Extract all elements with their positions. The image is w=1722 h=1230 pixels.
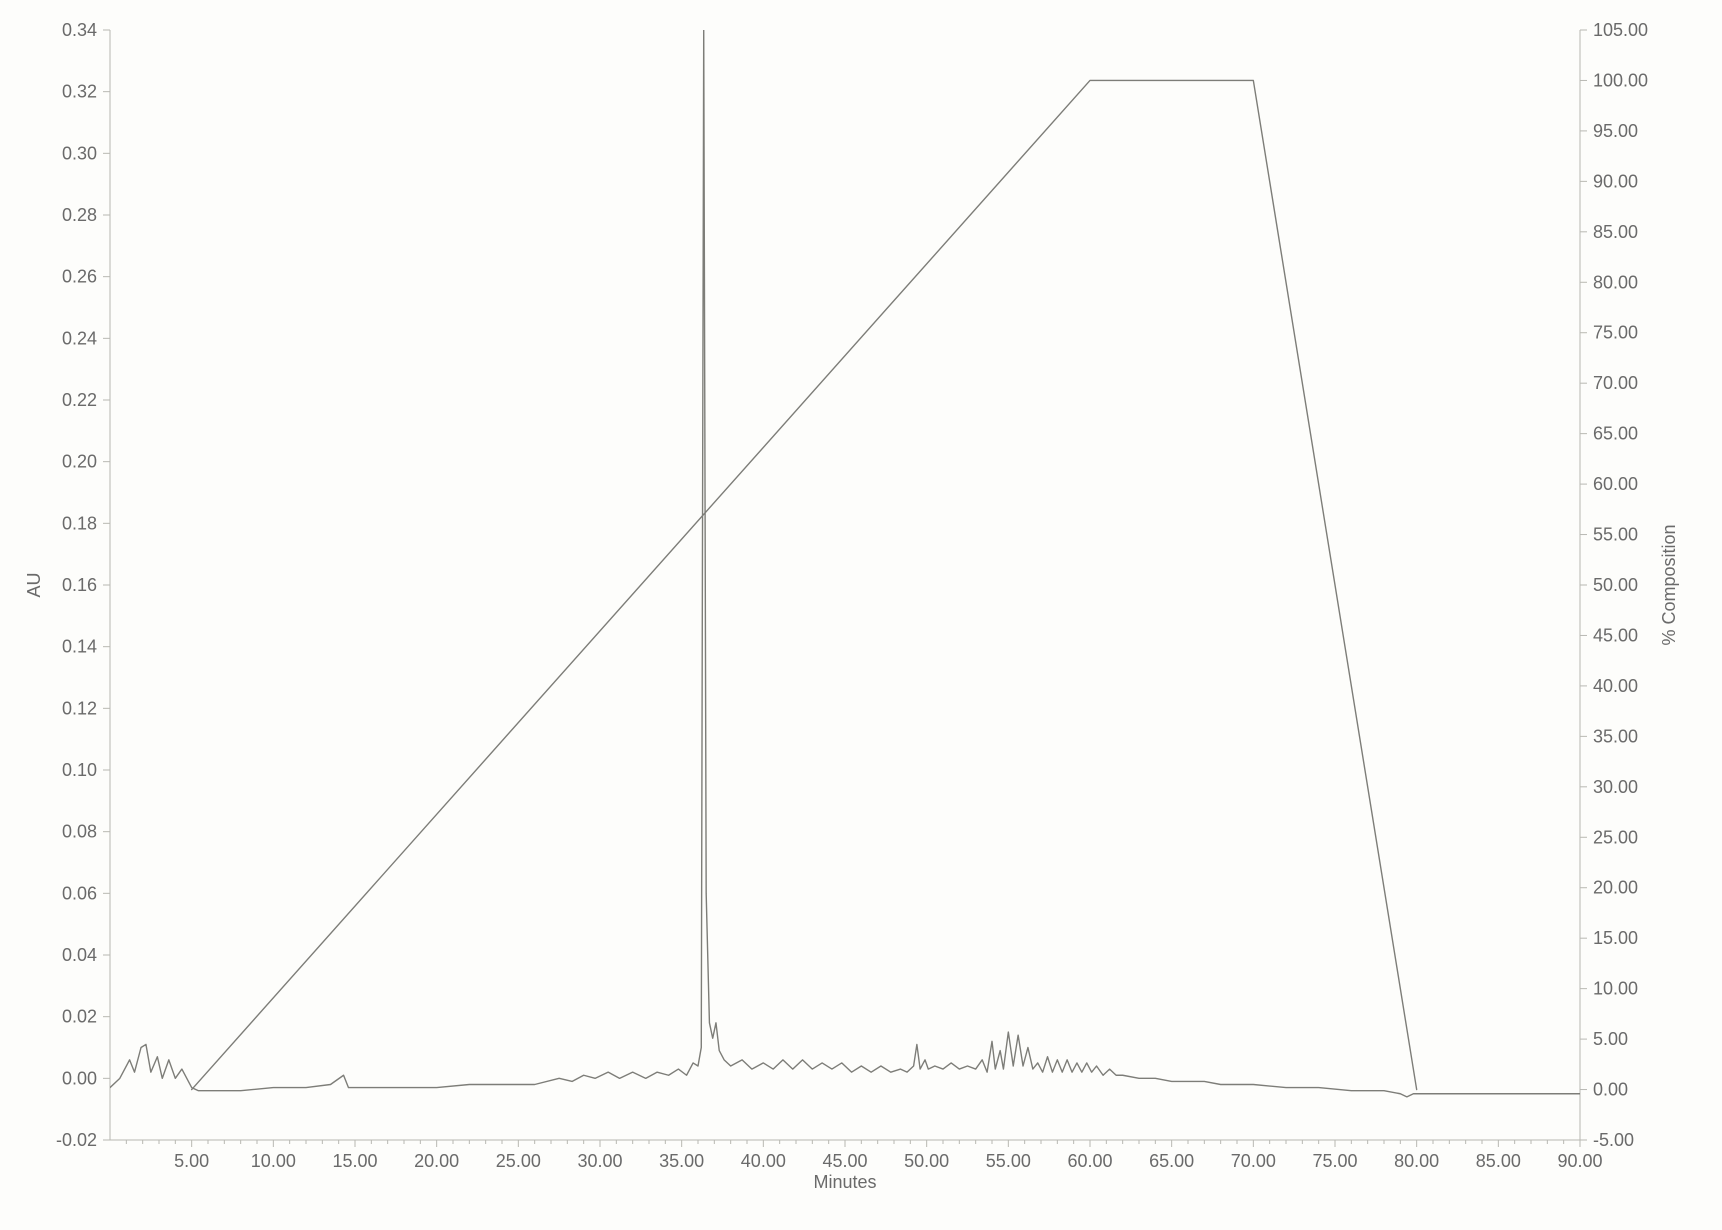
y-right-tick-label: 90.00 <box>1593 171 1638 191</box>
x-tick-label: 85.00 <box>1476 1151 1521 1171</box>
y-left-tick-label: 0.06 <box>62 883 97 903</box>
y-right-tick-label: 25.00 <box>1593 827 1638 847</box>
y-right-tick-label: 70.00 <box>1593 373 1638 393</box>
y-right-tick-label: 95.00 <box>1593 121 1638 141</box>
y-right-tick-label: -5.00 <box>1593 1130 1634 1150</box>
y-left-axis-title: AU <box>24 572 44 597</box>
x-tick-label: 40.00 <box>741 1151 786 1171</box>
chart-svg: 5.00 10.00 15.00 20.00 25.00 30.00 35.00 40.00 4… <box>0 0 1722 1230</box>
x-tick-label: 35.00 <box>659 1151 704 1171</box>
y-left-tick-label: 0.34 <box>62 20 97 40</box>
y-right-tick-label: 75.00 <box>1593 323 1638 343</box>
y-left-tick-label: 0.32 <box>62 82 97 102</box>
x-tick-label: 50.00 <box>904 1151 949 1171</box>
y-left-tick-label: 0.08 <box>62 822 97 842</box>
x-tick-label: 20.00 <box>414 1151 459 1171</box>
x-tick-label: 5.00 <box>174 1151 209 1171</box>
y-right-axis-title: % Composition <box>1659 524 1679 645</box>
y-left-tick-label: 0.28 <box>62 205 97 225</box>
y-left-tick-label: 0.26 <box>62 267 97 287</box>
y-right-tick-label: 45.00 <box>1593 625 1638 645</box>
y-right-tick-label: 60.00 <box>1593 474 1638 494</box>
x-tick-label: 75.00 <box>1312 1151 1357 1171</box>
y-right-tick-label: 0.00 <box>1593 1080 1628 1100</box>
y-right-tick-label: 80.00 <box>1593 272 1638 292</box>
y-right-tick-label: 15.00 <box>1593 928 1638 948</box>
x-tick-label: 15.00 <box>332 1151 377 1171</box>
y-left-tick-label: 0.24 <box>62 328 97 348</box>
x-tick-label: 25.00 <box>496 1151 541 1171</box>
y-left-tick-label: 0.22 <box>62 390 97 410</box>
y-left-tick-label: 0.12 <box>62 698 97 718</box>
x-tick-label: 10.00 <box>251 1151 296 1171</box>
y-right-tick-label: 100.00 <box>1593 70 1648 90</box>
y-left-tick-label: 0.18 <box>62 513 97 533</box>
x-tick-label: 60.00 <box>1067 1151 1112 1171</box>
x-tick-label: 70.00 <box>1231 1151 1276 1171</box>
y-right-tick-label: 85.00 <box>1593 222 1638 242</box>
x-tick-label: 55.00 <box>986 1151 1031 1171</box>
y-right-tick-label: 35.00 <box>1593 726 1638 746</box>
y-left-tick-label: 0.14 <box>62 637 97 657</box>
x-tick-label: 80.00 <box>1394 1151 1439 1171</box>
y-left-tick-label: 0.00 <box>62 1068 97 1088</box>
y-right-tick-label: 65.00 <box>1593 424 1638 444</box>
y-right-tick-label: 40.00 <box>1593 676 1638 696</box>
x-tick-label: 45.00 <box>822 1151 867 1171</box>
y-right-tick-label: 20.00 <box>1593 878 1638 898</box>
chromatogram-chart: 5.00 10.00 15.00 20.00 25.00 30.00 35.00 40.00 4… <box>0 0 1722 1230</box>
x-axis-title: Minutes <box>813 1172 876 1192</box>
x-tick-label: 30.00 <box>577 1151 622 1171</box>
x-tick-label: 90.00 <box>1557 1151 1602 1171</box>
y-right-tick-label: 30.00 <box>1593 777 1638 797</box>
y-left-tick-label: 0.20 <box>62 452 97 472</box>
y-left-tick-label: 0.16 <box>62 575 97 595</box>
y-right-tick-label: 50.00 <box>1593 575 1638 595</box>
x-tick-label: 65.00 <box>1149 1151 1194 1171</box>
y-left-tick-label: 0.30 <box>62 143 97 163</box>
y-left-tick-label: 0.10 <box>62 760 97 780</box>
y-right-tick-label: 10.00 <box>1593 979 1638 999</box>
y-right-tick-label: 5.00 <box>1593 1029 1628 1049</box>
y-left-tick-label: 0.02 <box>62 1007 97 1027</box>
y-left-tick-label: -0.02 <box>56 1130 97 1150</box>
y-right-tick-label: 55.00 <box>1593 525 1638 545</box>
y-left-tick-label: 0.04 <box>62 945 97 965</box>
y-right-tick-label: 105.00 <box>1593 20 1648 40</box>
